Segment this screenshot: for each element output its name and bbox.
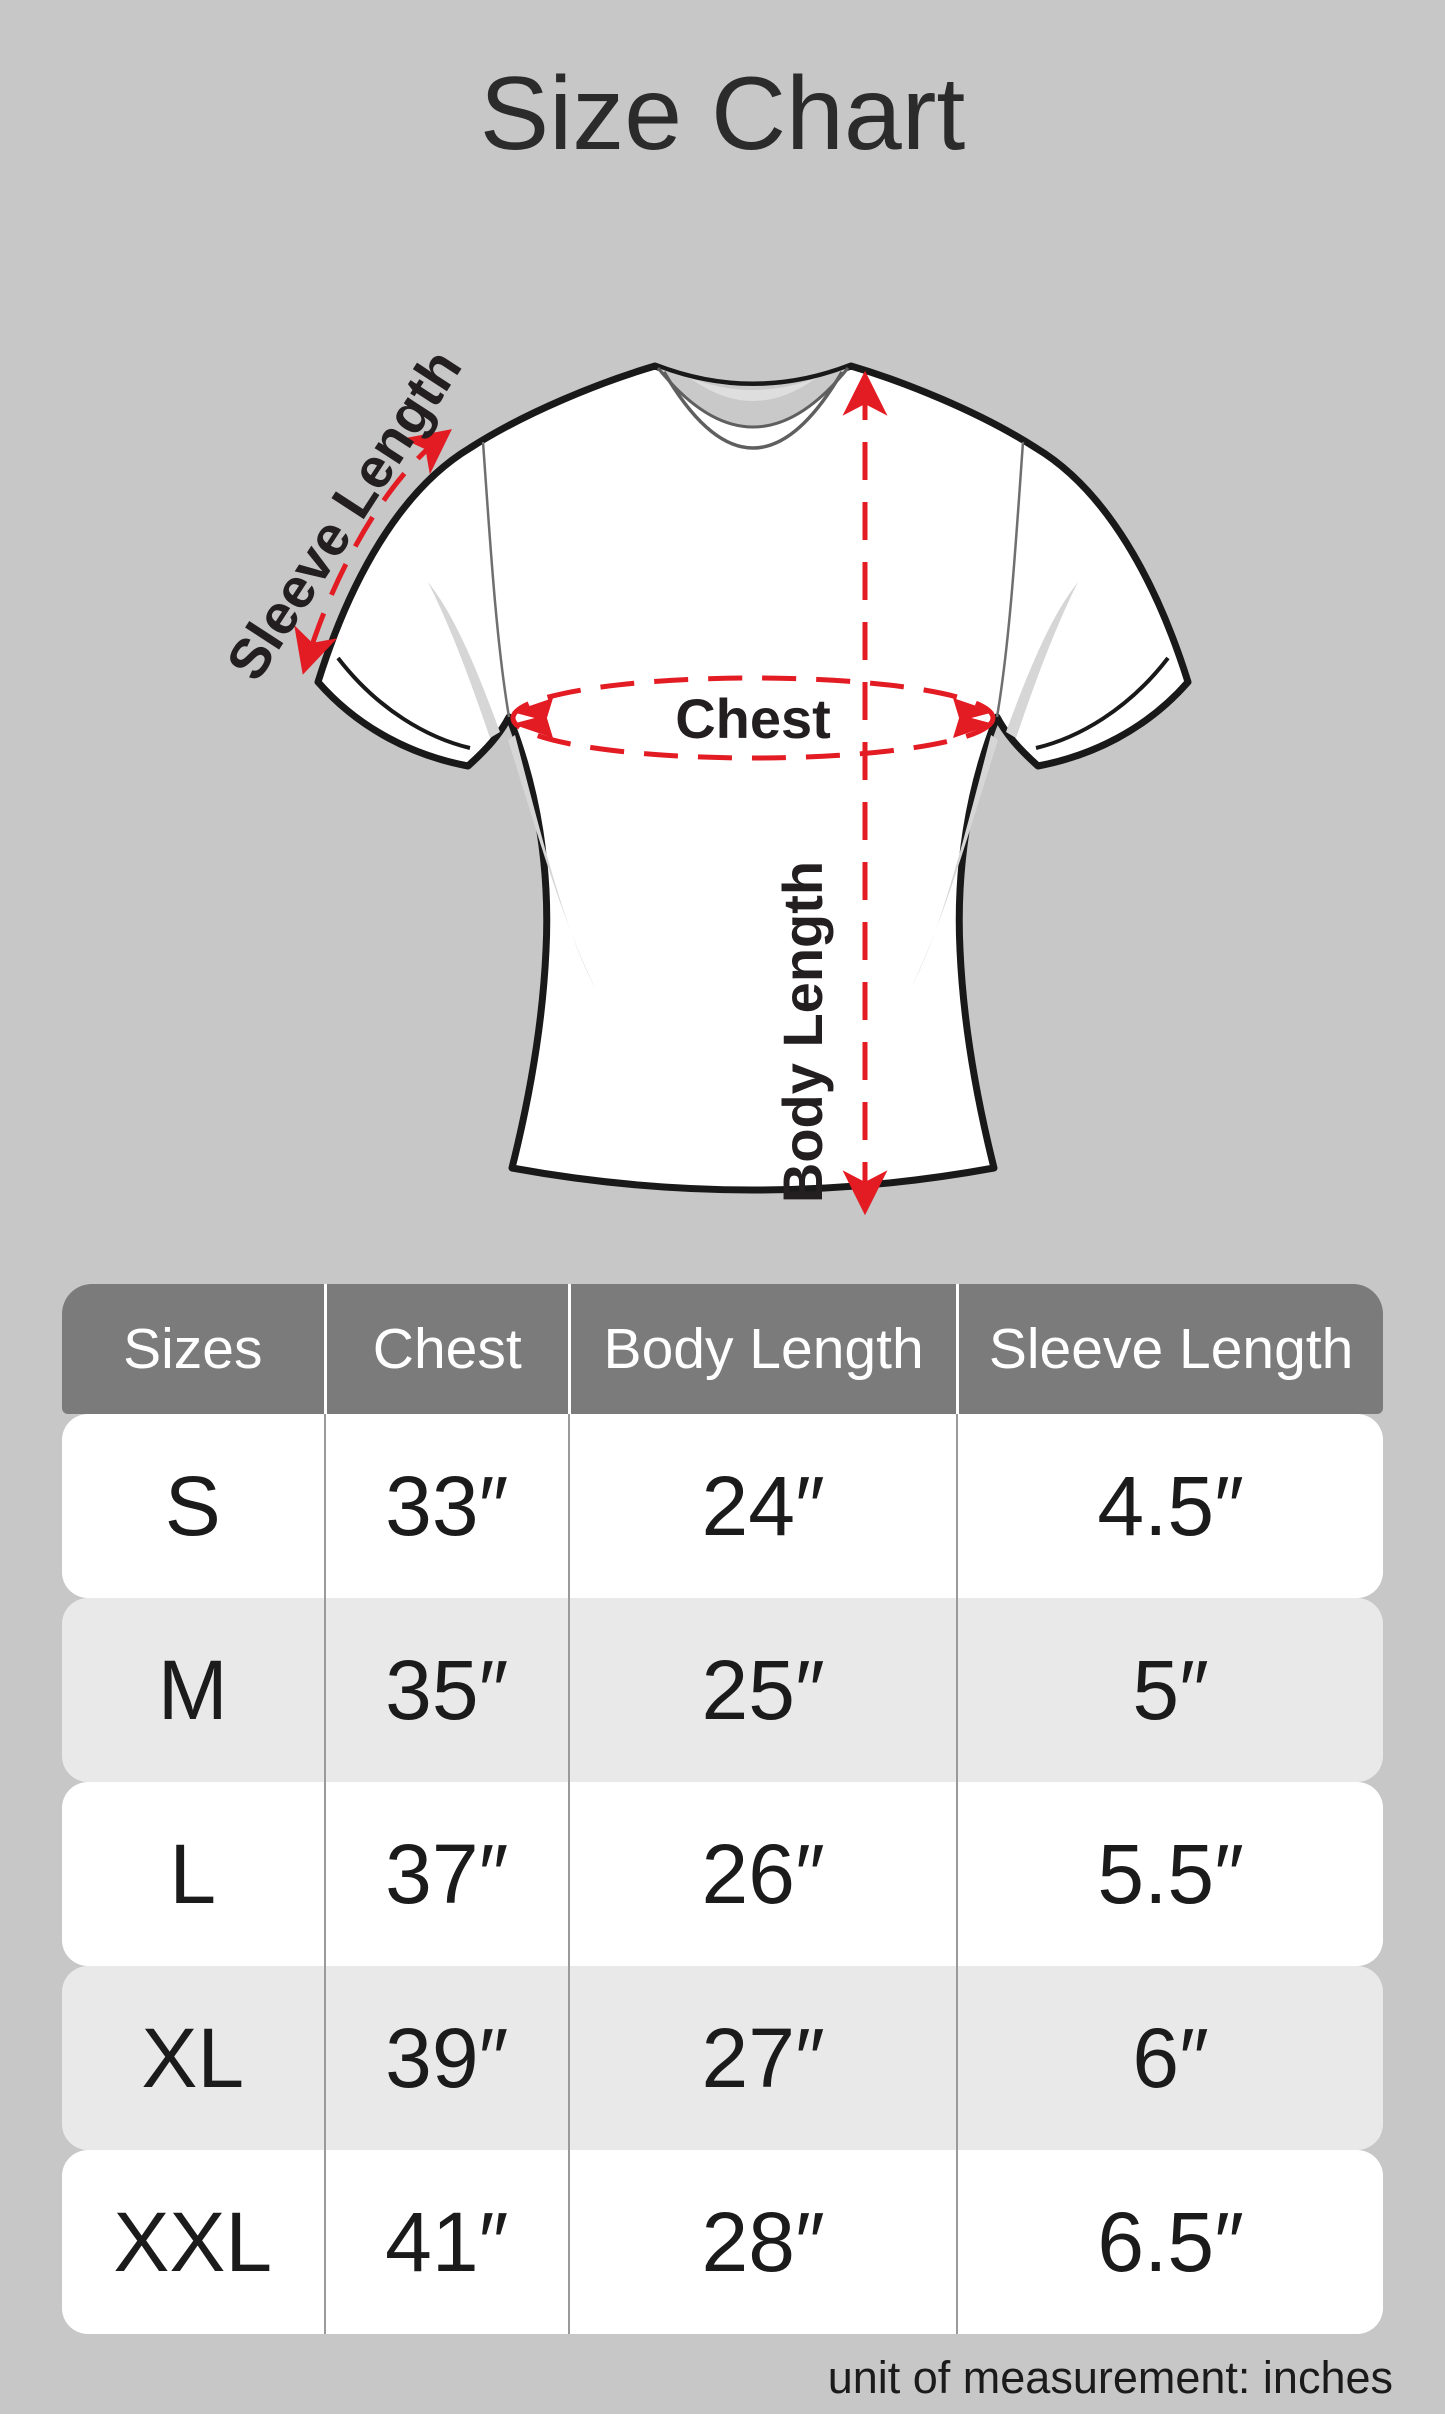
cell-chest: 41″ xyxy=(323,2150,568,2334)
table-row-xxl: XXL 41″ 28″ 6.5″ xyxy=(62,2150,1383,2334)
collar xyxy=(656,367,850,450)
size-table-header: Sizes Chest Body Length Sleeve Length xyxy=(62,1284,1383,1414)
cell-chest: 35″ xyxy=(323,1598,568,1782)
cell-sleeve-length: 6″ xyxy=(956,1966,1383,2150)
chest-measure-ellipse xyxy=(510,675,996,761)
tshirt-measurement-diagram: Sleeve Length Chest Body Length xyxy=(214,338,1192,1216)
cell-size: XXL xyxy=(113,2194,273,2289)
cell-sleeve-length: 6.5″ xyxy=(956,2150,1383,2334)
sleeve-length-arrow xyxy=(294,429,452,675)
table-row-m: M 35″ 25″ 5″ xyxy=(62,1598,1383,1782)
cell-size: L xyxy=(169,1826,217,1921)
header-chest: Chest xyxy=(323,1284,568,1414)
header-sizes: Sizes xyxy=(123,1317,263,1381)
cell-sleeve-length: 4.5″ xyxy=(956,1414,1383,1598)
cell-body-length: 25″ xyxy=(567,1598,956,1782)
header-body-length: Body Length xyxy=(567,1284,956,1414)
table-row-xl: XL 39″ 27″ 6″ xyxy=(62,1966,1383,2150)
cell-sleeve-length: 5.5″ xyxy=(956,1782,1383,1966)
tshirt-outline xyxy=(314,362,1192,1194)
chest-arrowheads xyxy=(512,698,994,738)
cell-body-length: 27″ xyxy=(567,1966,956,2150)
body-length-label: Body Length xyxy=(771,861,834,1203)
cell-chest: 37″ xyxy=(323,1782,568,1966)
header-sleeve-length: Sleeve Length xyxy=(956,1284,1383,1414)
page-title: Size Chart xyxy=(479,56,966,172)
table-row-s: S 33″ 24″ 4.5″ xyxy=(62,1414,1383,1598)
unit-note: unit of measurement: inches xyxy=(827,2352,1393,2403)
chest-label: Chest xyxy=(675,687,831,750)
cell-chest: 33″ xyxy=(323,1414,568,1598)
size-table: Sizes Chest Body Length Sleeve Length S … xyxy=(62,1284,1383,2334)
cell-size: S xyxy=(164,1458,221,1553)
sleeve-seams xyxy=(481,441,1025,718)
cell-body-length: 26″ xyxy=(567,1782,956,1966)
fabric-creases xyxy=(428,582,1078,988)
cell-body-length: 28″ xyxy=(567,2150,956,2334)
table-row-l: L 37″ 26″ 5.5″ xyxy=(62,1782,1383,1966)
cell-body-length: 24″ xyxy=(567,1414,956,1598)
cell-sleeve-length: 5″ xyxy=(956,1598,1383,1782)
cell-chest: 39″ xyxy=(323,1966,568,2150)
cuff-lines xyxy=(336,656,1170,750)
cell-size: M xyxy=(157,1642,228,1737)
cell-size: XL xyxy=(141,2010,245,2105)
